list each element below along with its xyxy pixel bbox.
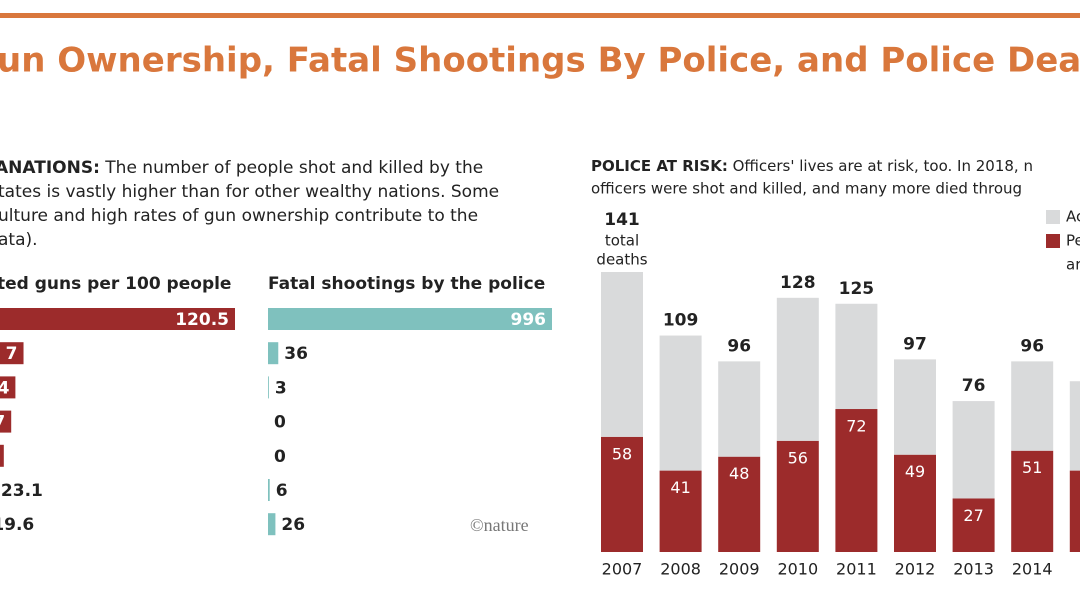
- bar: [0, 308, 235, 330]
- bar-segment: [659, 470, 702, 552]
- bar-segment: [601, 272, 643, 437]
- total-label: 97: [903, 334, 927, 354]
- panel-header: Fatal shootings by the police: [268, 274, 545, 294]
- legend-label: ar: [1066, 256, 1080, 274]
- value-label: 6: [276, 481, 288, 501]
- intro-line: tates is vastly higher than for other we…: [0, 182, 499, 202]
- intro-line: ANATIONS: The number of people shot and …: [0, 158, 483, 178]
- value-label: 7: [0, 413, 5, 433]
- value-label: 19.6: [0, 515, 34, 535]
- bar: [0, 444, 4, 467]
- intro-line: ata).: [0, 230, 38, 250]
- risk-text: Officers' lives are at risk, too. In 201…: [733, 157, 1033, 175]
- title: un Ownership, Fatal Shootings By Police,…: [0, 41, 1080, 81]
- bar: [268, 513, 276, 536]
- bar: [268, 376, 269, 399]
- risk-lead: POLICE AT RISK:: [591, 157, 728, 175]
- bar: [268, 342, 279, 365]
- intro-line: ulture and high rates of gun ownership c…: [0, 206, 478, 226]
- x-tick-label: 2013: [953, 560, 994, 579]
- bar-segment: [718, 456, 761, 552]
- x-tick-label: 2011: [836, 560, 877, 579]
- value-label: 7: [6, 344, 18, 364]
- bar: [268, 308, 552, 330]
- bar: [268, 479, 270, 501]
- bar-segment: [1069, 381, 1080, 471]
- total-label: 109: [663, 311, 699, 331]
- value-label: 996: [511, 310, 547, 330]
- x-tick-label: 2009: [719, 560, 760, 579]
- segment-label: 56: [788, 448, 808, 467]
- legend-label: Pe: [1066, 232, 1080, 250]
- top-rule: [0, 13, 1080, 18]
- segment-label: 27: [963, 506, 983, 525]
- bar-segment: [835, 303, 878, 410]
- segment-label: 51: [1022, 458, 1042, 477]
- bar-segment: [894, 359, 936, 455]
- bar-segment: [1011, 450, 1054, 552]
- bar-segment: [835, 409, 878, 552]
- segment-label: 72: [846, 417, 866, 436]
- value-label: 0: [274, 413, 286, 433]
- credit: ©nature: [470, 515, 529, 535]
- bar: [0, 376, 16, 399]
- bar: [0, 410, 12, 433]
- bar-segment: [659, 335, 702, 471]
- legend-swatch: [1046, 210, 1060, 224]
- bar-segment: [894, 454, 936, 552]
- x-tick-label: 2008: [660, 560, 701, 579]
- total-label: 76: [962, 376, 986, 396]
- value-label: 4: [0, 378, 10, 398]
- x-tick-label: 2007: [602, 560, 643, 579]
- x-tick-label: 2014: [1012, 560, 1053, 579]
- value-label: 3: [275, 378, 287, 398]
- intro-text: The number of people shot and killed by …: [104, 158, 483, 178]
- segment-label: 48: [729, 464, 749, 483]
- bar-segment: [1069, 470, 1080, 552]
- bar-segment: [776, 297, 819, 441]
- value-label: 23.1: [1, 481, 43, 501]
- segment-label: 58: [612, 444, 632, 463]
- risk-line: POLICE AT RISK: Officers' lives are at r…: [591, 157, 1033, 175]
- bar-segment: [1011, 361, 1054, 451]
- total-label: 96: [1020, 336, 1044, 356]
- legend-swatch: [1046, 234, 1060, 248]
- legend-label: Ac: [1066, 208, 1080, 226]
- panel-header: ted guns per 100 people: [0, 274, 231, 294]
- bar: [0, 342, 24, 365]
- value-label: 36: [284, 344, 308, 364]
- risk-line: officers were shot and killed, and many …: [591, 180, 1022, 198]
- value-label: 120.5: [175, 310, 229, 330]
- total-label: 125: [839, 279, 875, 299]
- x-tick-label: 2012: [895, 560, 936, 579]
- intro-lead: ANATIONS:: [0, 158, 100, 178]
- total-label: 96: [727, 336, 751, 356]
- total-note: deaths: [596, 251, 647, 269]
- total-label: 128: [780, 273, 816, 293]
- bar-segment: [952, 401, 995, 499]
- bar-segment: [952, 498, 995, 552]
- bar-segment: [718, 361, 761, 457]
- bar-segment: [776, 440, 819, 552]
- x-tick-label: 2010: [777, 560, 818, 579]
- total-note: total: [605, 232, 639, 250]
- bar-segment: [601, 436, 643, 552]
- segment-label: 41: [670, 478, 690, 497]
- value-label: 0: [274, 447, 286, 467]
- segment-label: 49: [905, 462, 925, 481]
- value-label: 26: [281, 515, 305, 535]
- total-label: 141: [604, 210, 640, 230]
